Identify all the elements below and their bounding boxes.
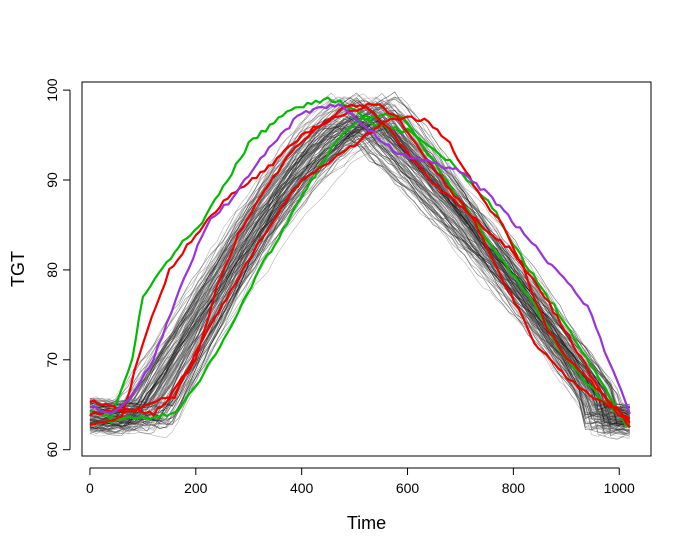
background-trajectories [89, 91, 630, 440]
x-axis: 0 200 400 600 800 1000 [86, 467, 635, 496]
background-trajectory [89, 128, 630, 424]
x-tick-label: 400 [290, 480, 314, 496]
series-line-red-mid [89, 102, 631, 420]
background-trajectory [89, 107, 630, 409]
y-tick-label: 80 [44, 262, 60, 278]
background-trajectory [89, 131, 630, 430]
series-line-green-early [89, 96, 631, 428]
background-trajectory [89, 133, 630, 419]
background-trajectory [89, 132, 630, 418]
background-trajectory [89, 130, 630, 426]
background-trajectory [89, 117, 630, 426]
plot-frame [81, 81, 652, 457]
background-trajectory [89, 129, 630, 438]
x-tick-label: 0 [86, 480, 94, 496]
series-line-purple [89, 103, 631, 415]
background-trajectory [89, 118, 630, 437]
background-trajectory [89, 116, 630, 437]
background-trajectory [89, 102, 630, 431]
y-tick-label: 60 [44, 442, 60, 458]
background-trajectory [89, 124, 630, 419]
x-tick-label: 1000 [604, 480, 635, 496]
series-line-red-late [89, 115, 631, 428]
background-trajectory [89, 124, 630, 431]
series-line-green-late [89, 113, 631, 429]
y-axis: 60 70 80 90 100 [44, 78, 71, 458]
y-tick-label: 90 [44, 172, 60, 188]
x-axis-title: Time [347, 513, 386, 533]
y-tick-label: 70 [44, 352, 60, 368]
background-trajectory [89, 91, 630, 421]
background-trajectory [89, 128, 630, 434]
highlighted-series [89, 96, 631, 429]
x-tick-label: 200 [184, 480, 208, 496]
x-tick-label: 600 [396, 480, 420, 496]
background-trajectory [89, 129, 630, 425]
background-trajectory [89, 125, 630, 421]
background-trajectory [89, 131, 630, 430]
background-trajectory [89, 113, 630, 418]
background-trajectory [89, 129, 630, 432]
background-trajectory [89, 132, 630, 426]
series-line-red-early [89, 105, 631, 427]
background-trajectory [89, 106, 630, 427]
background-trajectory [89, 116, 630, 437]
y-axis-title: TGT [8, 251, 28, 287]
y-tick-label: 100 [44, 78, 60, 102]
background-trajectory [89, 120, 630, 435]
background-trajectory [89, 109, 630, 427]
x-tick-label: 800 [502, 480, 526, 496]
background-trajectory [89, 120, 630, 427]
background-trajectory [89, 102, 630, 425]
